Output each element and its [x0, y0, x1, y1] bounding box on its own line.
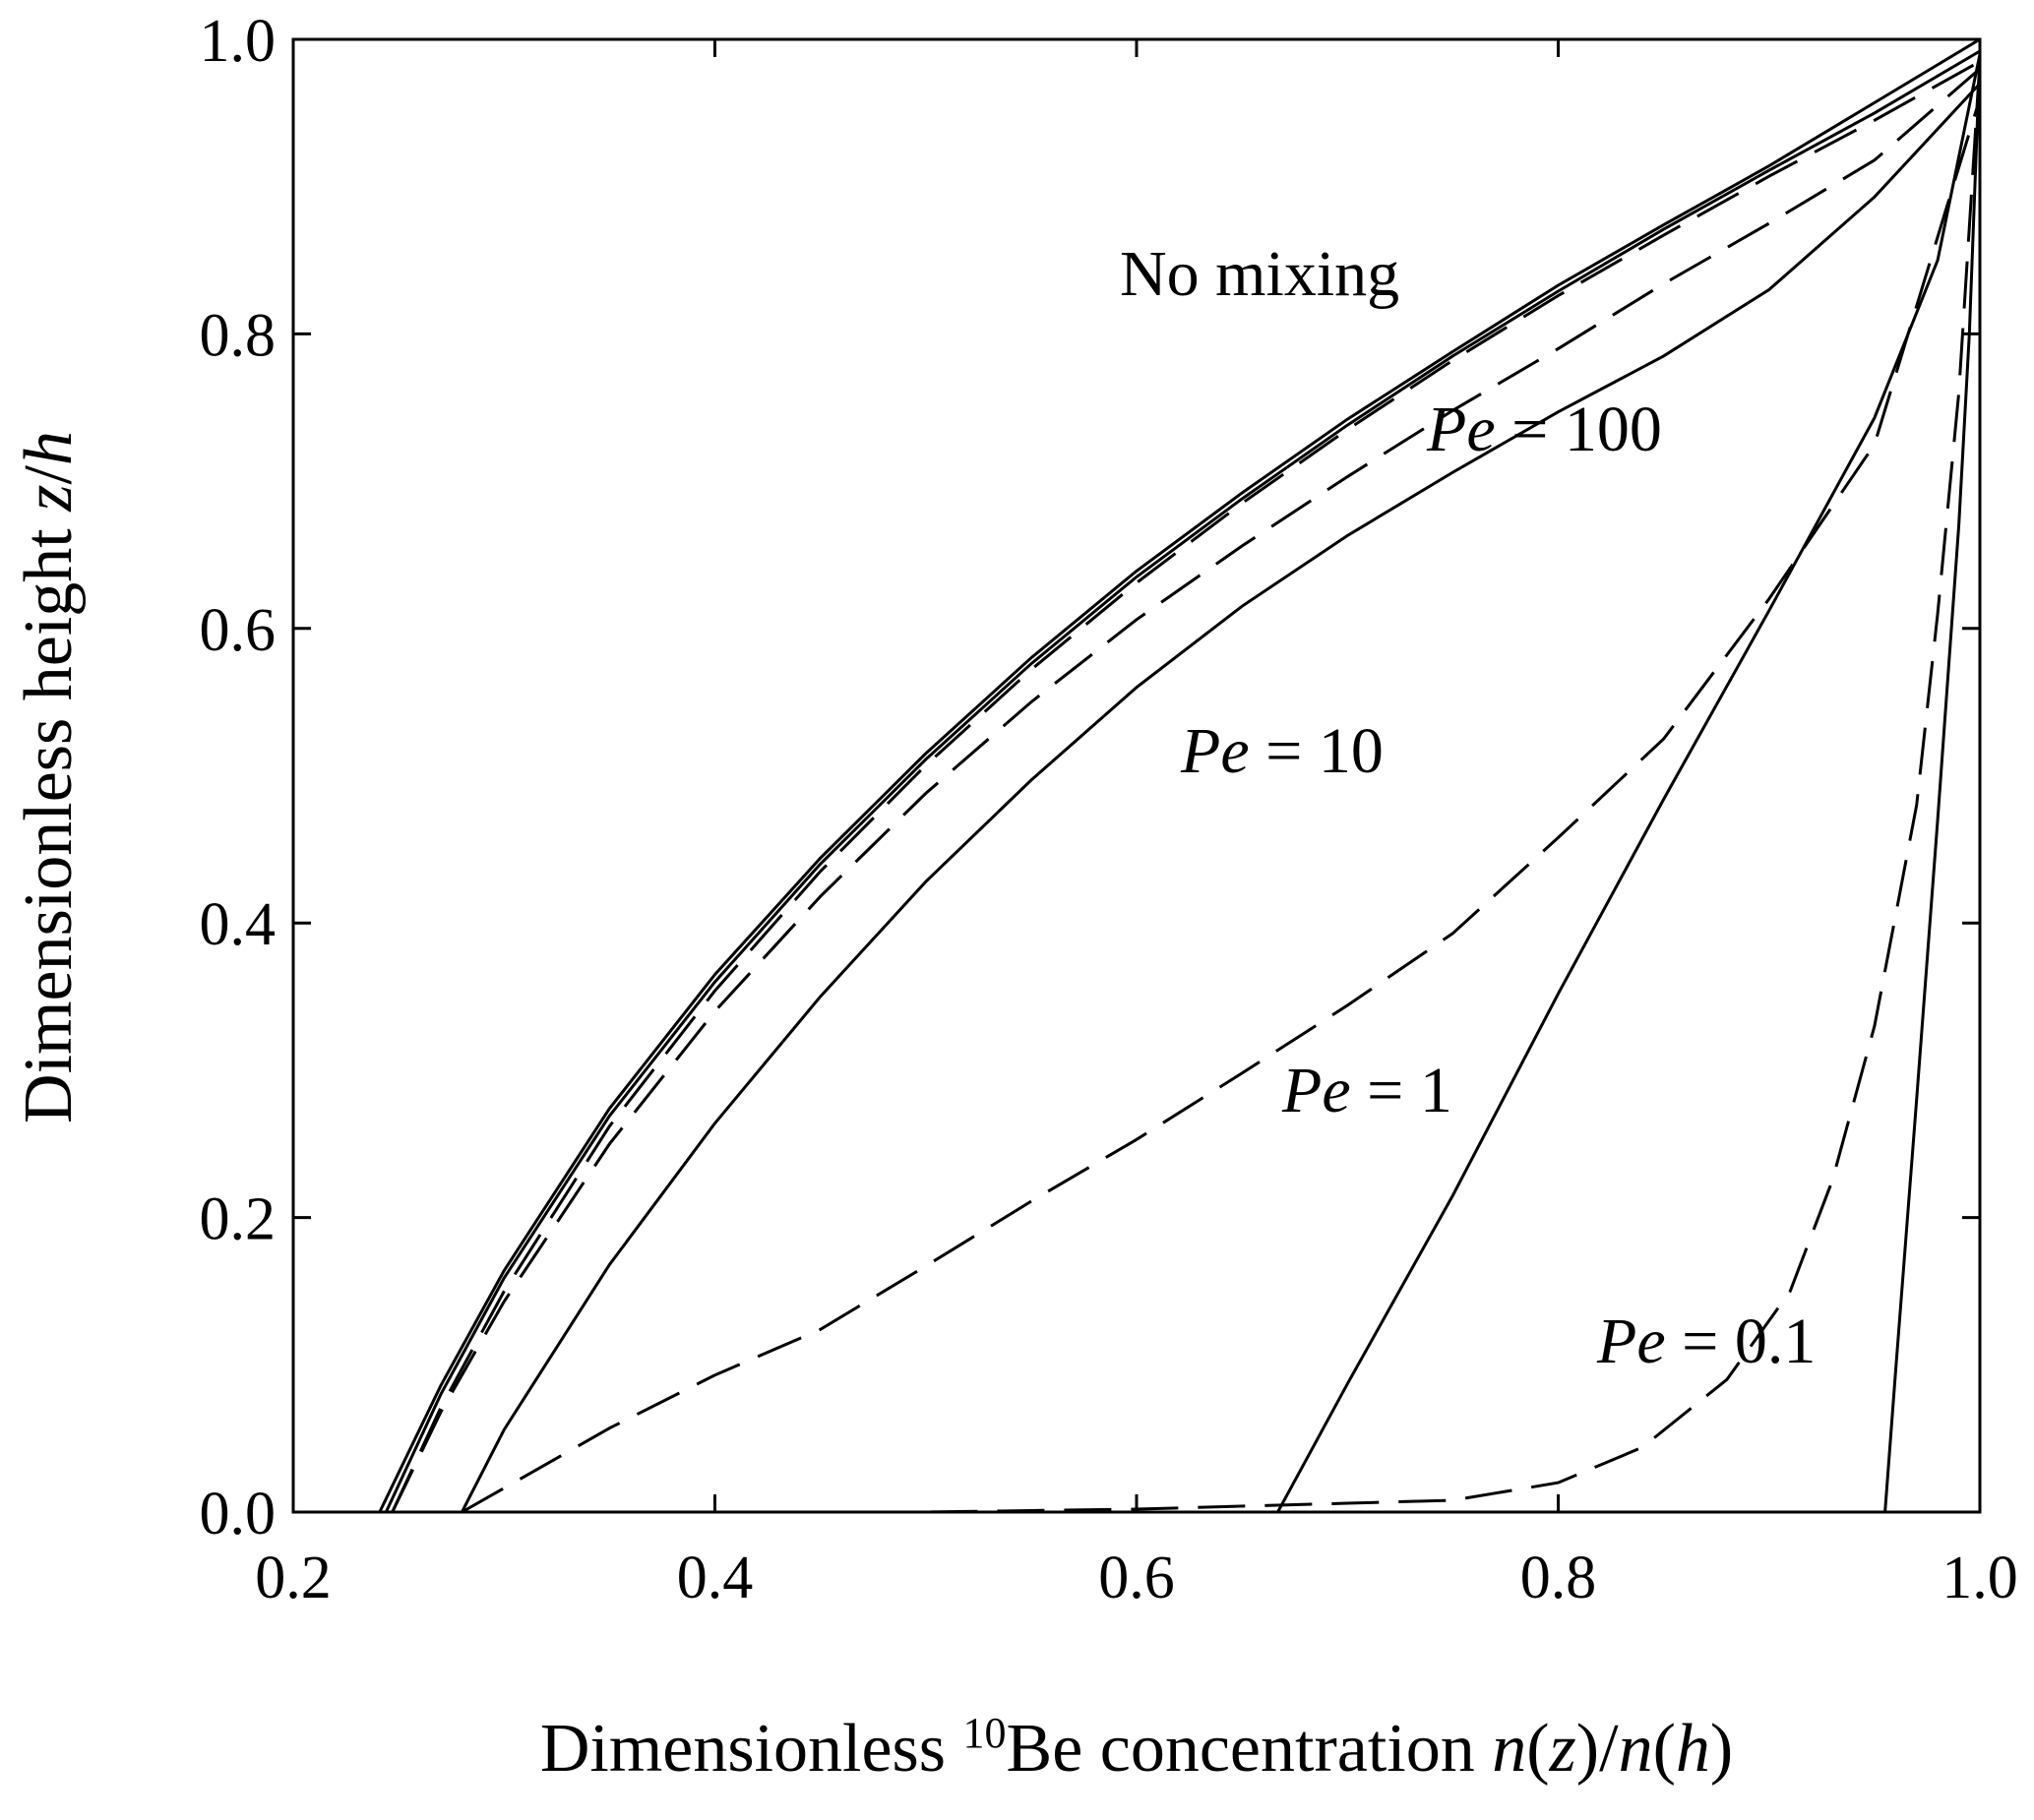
series-line-4 [461, 82, 1982, 1513]
annotation-pe-0-1: Pe = 0.1 [1596, 1305, 1816, 1377]
x-axis-title-n2: n [1619, 1711, 1653, 1787]
x-tick-label-3: 0.8 [1520, 1545, 1597, 1611]
y-tick-label-2: 0.4 [200, 891, 277, 958]
annotation-pe-10: Pe = 10 [1180, 715, 1384, 787]
y-axis-title-h: h [11, 431, 87, 465]
x-axis-title-isotope-rest: Be concentration [1007, 1711, 1493, 1787]
x-axis-title-n1: n [1492, 1711, 1526, 1787]
x-tick-label-2: 0.6 [1098, 1545, 1175, 1611]
y-tick-label-3: 0.6 [200, 597, 277, 664]
x-axis-title-p2: )/ [1576, 1711, 1619, 1787]
series-line-6 [1276, 53, 1982, 1513]
x-axis-title-prefix: Dimensionless [540, 1711, 963, 1787]
annotation-pe-1: Pe = 1 [1281, 1055, 1452, 1126]
annotation-pe-10-symbol: Pe [1180, 715, 1250, 787]
x-axis-title-p4: ) [1710, 1711, 1733, 1787]
annotation-pe-0-1-symbol: Pe [1596, 1305, 1666, 1377]
annotation-pe-1-symbol: Pe [1281, 1055, 1351, 1126]
annotation-pe-0-1-value: = 0.1 [1666, 1305, 1817, 1377]
x-axis-title-p3: ( [1653, 1711, 1676, 1787]
y-axis-title-prefix: Dimensionless height [11, 512, 87, 1123]
series-line-1 [384, 49, 1981, 1513]
series-line-0 [378, 37, 1981, 1513]
x-axis-title-p1: ( [1526, 1711, 1549, 1787]
y-tick-label-0: 0.0 [200, 1481, 277, 1547]
annotation-no-mixing: No mixing [1120, 238, 1399, 310]
y-tick-label-1: 0.2 [200, 1186, 277, 1253]
y-tick-label-5: 1.0 [200, 8, 277, 75]
y-axis-title-slash: / [11, 465, 87, 485]
y-axis-title-z: z [11, 485, 87, 513]
annotation-pe-100: Pe = 100 [1426, 394, 1662, 465]
x-axis-title-isotope-mass: 10 [963, 1709, 1007, 1757]
x-tick-label-4: 1.0 [1942, 1545, 2018, 1611]
annotation-pe-10-value: = 10 [1250, 715, 1384, 787]
annotation-pe-100-value: = 100 [1496, 394, 1662, 465]
x-tick-label-1: 0.4 [677, 1545, 754, 1611]
annotation-pe-100-symbol: Pe [1426, 394, 1496, 465]
ticks-layer: 0.2 0.4 0.6 0.8 1.00.00.20.40.60.81.0 [200, 8, 2018, 1611]
y-axis-title: Dimensionless height z/h [11, 431, 87, 1123]
series-line-5 [461, 97, 1982, 1514]
series-line-3 [391, 67, 1981, 1513]
x-axis-title-z: z [1549, 1711, 1576, 1787]
x-axis-title: Dimensionless 10Be concentration n(z)/n(… [540, 1709, 1733, 1788]
x-tick-label-0: 0.2 [255, 1545, 332, 1611]
x-axis-title-h: h [1676, 1711, 1710, 1787]
curves-layer [378, 37, 1982, 1514]
series-line-7 [462, 61, 1982, 1514]
y-tick-label-4: 0.8 [200, 302, 277, 369]
series-line-2 [391, 60, 1981, 1513]
annotation-pe-1-value: = 1 [1351, 1055, 1452, 1126]
